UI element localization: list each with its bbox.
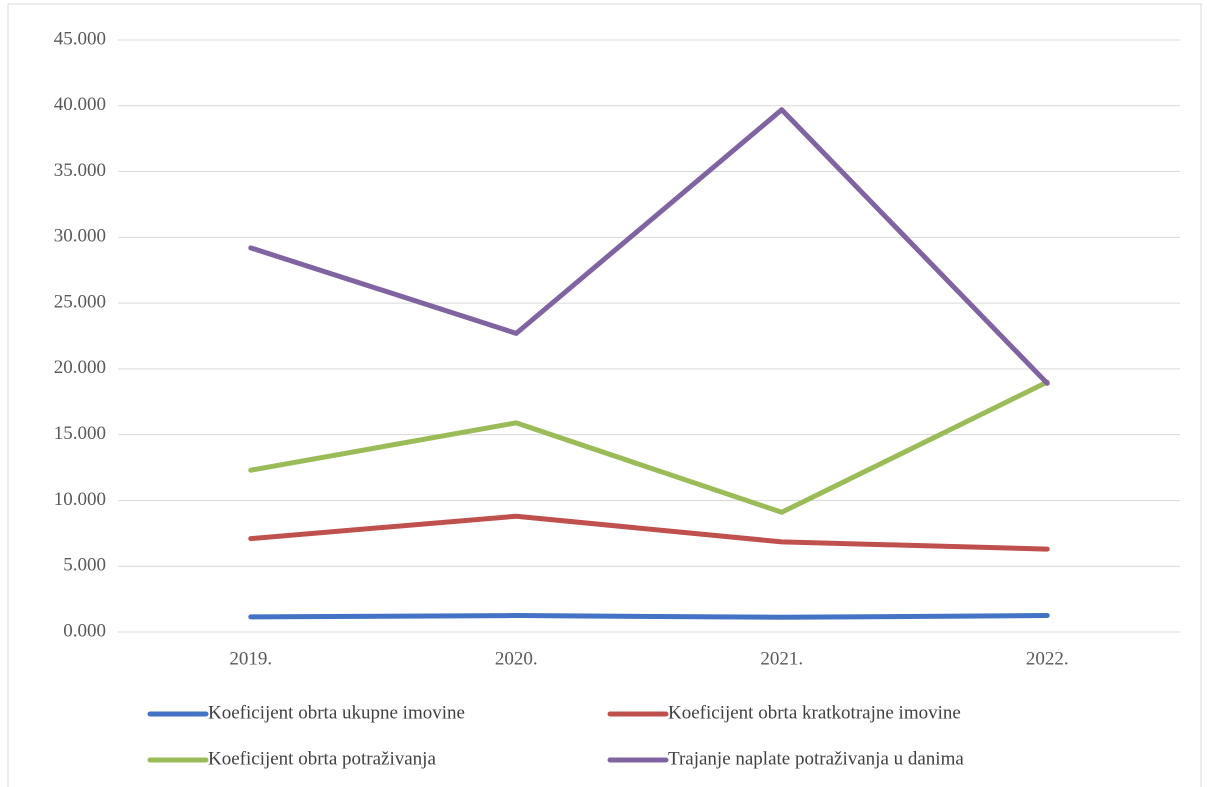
- x-tick-label: 2022.: [1026, 648, 1069, 669]
- series-line: [248, 379, 1050, 515]
- series-line: [248, 513, 1050, 552]
- y-tick-label: 5.000: [63, 555, 106, 576]
- legend-label: Koeficijent obrta potraživanja: [208, 748, 436, 769]
- y-tick-label: 35.000: [54, 160, 106, 181]
- y-tick-label: 0.000: [63, 620, 106, 641]
- y-tick-label: 25.000: [54, 291, 106, 312]
- y-tick-label: 40.000: [54, 94, 106, 115]
- y-tick-label: 10.000: [54, 489, 106, 510]
- series-line: [248, 107, 1050, 386]
- x-tick-label: 2020.: [495, 648, 538, 669]
- chart-border: [7, 3, 1202, 787]
- legend-label: Trajanje naplate potraživanja u danima: [668, 748, 964, 769]
- x-tick-label: 2021.: [760, 648, 803, 669]
- y-tick-label: 45.000: [54, 28, 106, 49]
- x-tick-label: 2019.: [229, 648, 272, 669]
- series-line: [248, 613, 1050, 620]
- y-tick-label: 20.000: [54, 357, 106, 378]
- y-tick-label: 15.000: [54, 423, 106, 444]
- y-tick-label: 30.000: [54, 226, 106, 247]
- legend-label: Koeficijent obrta kratkotrajne imovine: [668, 702, 961, 723]
- legend-label: Koeficijent obrta ukupne imovine: [208, 702, 465, 723]
